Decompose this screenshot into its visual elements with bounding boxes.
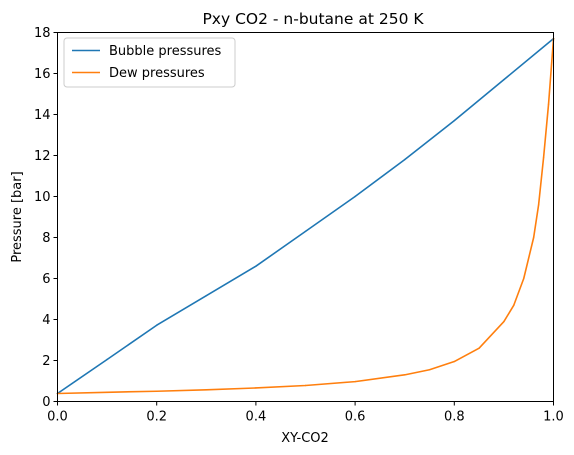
x-axis-label: XY-CO2 bbox=[281, 431, 329, 446]
plot-frame bbox=[57, 32, 554, 402]
series-0-point bbox=[106, 358, 108, 361]
y-tick-label: 10 bbox=[34, 190, 51, 205]
legend-label: Dew pressures bbox=[109, 66, 205, 81]
x-axis: 0.0 0.2 0.4 0.6 0.8 1.0 bbox=[47, 401, 564, 425]
series-0-point bbox=[156, 324, 158, 326]
series-line-0 bbox=[56, 37, 555, 395]
series-1-point bbox=[106, 391, 108, 393]
y-tick-label: 4 bbox=[42, 313, 50, 328]
series-0-point bbox=[503, 78, 505, 81]
x-tick-label: 1.0 bbox=[543, 410, 564, 425]
y-tick-label: 6 bbox=[42, 272, 50, 287]
series-1-point bbox=[542, 156, 545, 159]
series-1-point bbox=[205, 389, 207, 391]
y-axis-label: Pressure [bar] bbox=[10, 171, 25, 262]
x-tick-label: 0.6 bbox=[345, 410, 366, 425]
series-0-point bbox=[354, 195, 356, 198]
y-tick-label: 12 bbox=[34, 149, 51, 164]
series-0-point bbox=[453, 119, 455, 122]
series-1-point bbox=[156, 390, 158, 392]
series-1-point bbox=[428, 369, 431, 371]
y-tick-label: 16 bbox=[34, 67, 51, 82]
legend: Bubble pressures Dew pressures bbox=[63, 37, 236, 88]
x-tick-label: 0.0 bbox=[47, 410, 68, 425]
series-0-point bbox=[404, 158, 406, 161]
x-tick-label: 0.8 bbox=[444, 410, 465, 425]
series-layer bbox=[56, 37, 555, 395]
y-tick-label: 2 bbox=[42, 354, 50, 369]
series-0-point bbox=[304, 230, 307, 233]
series-1-point bbox=[547, 103, 550, 105]
x-tick-label: 0.2 bbox=[146, 410, 167, 425]
series-1-point bbox=[304, 384, 307, 387]
series-1-point bbox=[532, 236, 535, 239]
legend-box bbox=[63, 37, 236, 88]
y-tick-label: 8 bbox=[42, 231, 50, 246]
series-1-point bbox=[478, 347, 480, 349]
y-tick-label: 0 bbox=[42, 395, 50, 410]
series-line-1 bbox=[56, 37, 555, 395]
series-1-point bbox=[513, 304, 515, 306]
series-1-point bbox=[453, 360, 455, 363]
series-1-point bbox=[354, 380, 356, 383]
series-1-point bbox=[523, 277, 525, 280]
series-0-point bbox=[255, 265, 257, 267]
y-axis: 0 2 4 6 8 10 12 14 16 18 bbox=[34, 26, 58, 410]
legend-label: Bubble pressures bbox=[109, 44, 222, 59]
x-tick-label: 0.4 bbox=[246, 410, 267, 425]
chart-title: Pxy CO2 - n-butane at 250 K bbox=[202, 10, 424, 28]
series-1-point bbox=[404, 374, 406, 376]
series-1-point bbox=[255, 387, 257, 389]
series-0-point bbox=[205, 295, 207, 297]
series-1-point bbox=[537, 204, 540, 206]
y-tick-label: 18 bbox=[34, 26, 51, 41]
series-1-point bbox=[503, 320, 505, 323]
y-tick-label: 14 bbox=[34, 108, 51, 123]
